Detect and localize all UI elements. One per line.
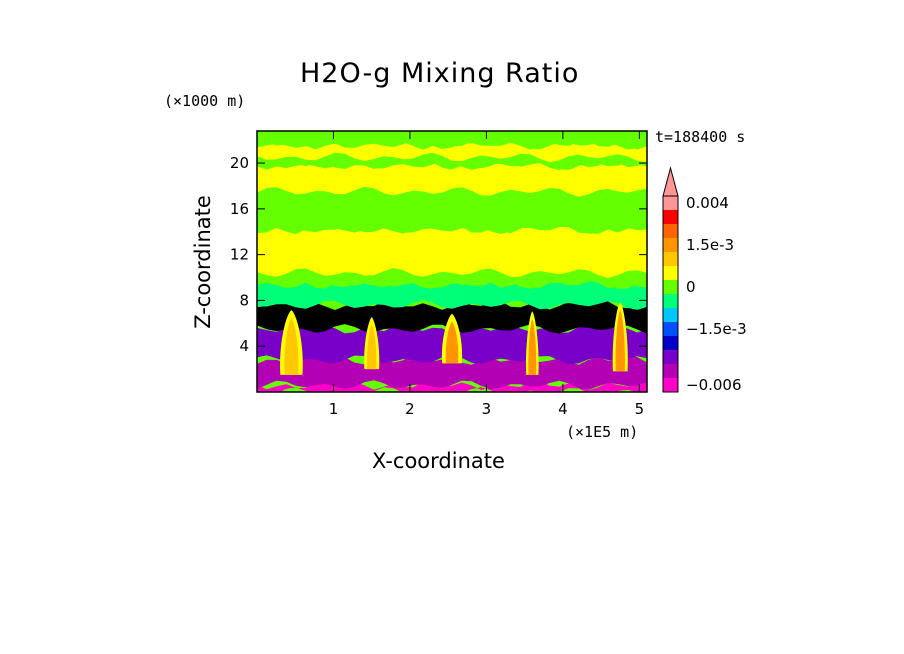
x-tick-label: 3 bbox=[482, 400, 492, 418]
colorbar-swatch bbox=[663, 364, 678, 378]
colorbar-swatch bbox=[663, 280, 678, 294]
colorbar: 0.004 1.5e-3 0 −1.5e-3 −0.006 bbox=[662, 166, 747, 394]
colorbar-label: 0.004 bbox=[686, 194, 729, 212]
contour-band bbox=[257, 268, 647, 289]
contour-band bbox=[257, 160, 647, 197]
colorbar-border bbox=[662, 195, 679, 393]
time-label: t=188400 s bbox=[655, 128, 746, 146]
plot-area bbox=[257, 131, 647, 392]
colorbar-swatch bbox=[663, 266, 678, 280]
x-axis-unit: (×1E5 m) bbox=[566, 423, 639, 441]
colorbar-swatch bbox=[663, 252, 678, 266]
colorbar-label: 0 bbox=[686, 278, 696, 296]
colorbar-swatch bbox=[663, 210, 678, 224]
chart-title: H2O-g Mixing Ratio bbox=[300, 58, 580, 89]
colorbar-swatch bbox=[663, 336, 678, 350]
colorbar-label: 1.5e-3 bbox=[686, 236, 734, 254]
colorbar-swatch bbox=[663, 322, 678, 336]
y-tick-label: 16 bbox=[230, 200, 249, 218]
contour-band bbox=[257, 152, 647, 170]
plume-core bbox=[284, 318, 299, 375]
colorbar-label: −1.5e-3 bbox=[686, 320, 747, 338]
plume-core bbox=[615, 310, 625, 372]
colorbar-swatch bbox=[663, 308, 678, 322]
colorbar-label: −0.006 bbox=[686, 376, 742, 394]
x-tick-label: 1 bbox=[329, 400, 339, 418]
plume-core bbox=[445, 321, 459, 364]
contour-band bbox=[257, 187, 647, 234]
colorbar-swatch bbox=[663, 224, 678, 238]
plume-core bbox=[366, 325, 377, 370]
x-tick-label: 5 bbox=[635, 400, 645, 418]
contour-band bbox=[257, 131, 647, 150]
colorbar-swatch bbox=[663, 378, 678, 392]
plot-border bbox=[256, 130, 648, 393]
colorbar-swatch bbox=[663, 294, 678, 308]
y-tick-label: 20 bbox=[230, 154, 249, 172]
x-axis-label: X-coordinate bbox=[372, 449, 505, 473]
contour-band bbox=[257, 140, 647, 163]
x-tick-label: 2 bbox=[405, 400, 415, 418]
colorbar-arrow bbox=[662, 166, 679, 197]
y-tick-label: 4 bbox=[239, 337, 249, 355]
contour-band bbox=[257, 355, 647, 390]
y-tick-label: 12 bbox=[230, 246, 249, 264]
y-axis-unit: (×1000 m) bbox=[164, 92, 246, 110]
plot-frame bbox=[256, 130, 648, 393]
contour-band bbox=[257, 224, 647, 278]
y-tick-label: 8 bbox=[239, 291, 249, 309]
colorbar-swatch bbox=[663, 350, 678, 364]
colorbar-swatch bbox=[663, 238, 678, 252]
colorbar-swatch bbox=[663, 196, 678, 210]
plume-core bbox=[528, 319, 537, 375]
contour-band bbox=[257, 279, 647, 310]
x-tick-label: 4 bbox=[558, 400, 568, 418]
